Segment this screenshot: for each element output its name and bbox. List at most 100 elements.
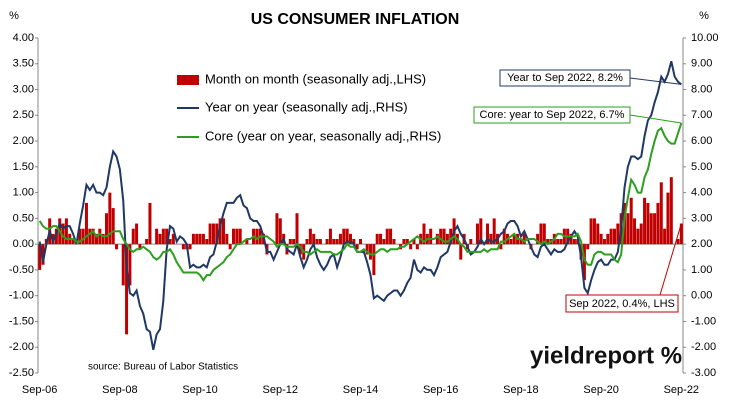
bar bbox=[165, 228, 169, 245]
bar bbox=[592, 218, 596, 245]
bar bbox=[479, 218, 483, 245]
bar bbox=[201, 233, 205, 245]
bar bbox=[245, 239, 249, 245]
y2-tick-label: -3.00 bbox=[691, 367, 716, 379]
bar bbox=[502, 228, 506, 245]
bar bbox=[312, 233, 316, 245]
bar bbox=[131, 228, 135, 245]
y-tick-label: -1.50 bbox=[9, 315, 34, 327]
bar bbox=[232, 228, 236, 245]
bar bbox=[596, 223, 600, 245]
bar bbox=[275, 213, 279, 245]
y2-tick-label: 2.00 bbox=[691, 238, 712, 250]
bar bbox=[492, 218, 496, 245]
bar bbox=[171, 233, 175, 245]
y2-tick-label: 10.00 bbox=[691, 32, 719, 44]
bar bbox=[205, 239, 209, 245]
y2-tick-label: -2.00 bbox=[691, 341, 716, 353]
bar bbox=[445, 233, 449, 245]
y2-axis-label: % bbox=[699, 10, 709, 22]
bar bbox=[669, 177, 673, 245]
bar bbox=[556, 239, 560, 245]
bar bbox=[292, 239, 296, 245]
bar bbox=[345, 228, 349, 245]
bar bbox=[372, 244, 376, 276]
bar bbox=[582, 244, 586, 281]
y2-tick-label: 5.00 bbox=[691, 161, 712, 173]
bar bbox=[211, 223, 215, 245]
bar bbox=[111, 208, 115, 245]
legend-swatch bbox=[177, 75, 199, 85]
y2-tick-label: 3.00 bbox=[691, 212, 712, 224]
bar bbox=[191, 233, 195, 245]
bar bbox=[305, 239, 309, 245]
bar bbox=[158, 233, 162, 245]
bar bbox=[546, 239, 550, 245]
bar bbox=[599, 233, 603, 245]
bar bbox=[108, 192, 112, 245]
bar bbox=[659, 182, 663, 245]
bar bbox=[435, 233, 439, 245]
y-tick-label: -0.50 bbox=[9, 264, 34, 276]
bar bbox=[278, 218, 282, 245]
y-tick-label: 0.00 bbox=[13, 238, 34, 250]
x-tick-label: Sep-12 bbox=[263, 384, 298, 396]
x-tick-label: Sep-14 bbox=[343, 384, 378, 396]
bar bbox=[41, 244, 45, 265]
bar bbox=[539, 223, 543, 245]
bar bbox=[298, 244, 302, 255]
bar bbox=[586, 244, 590, 250]
y2-tick-label: 7.00 bbox=[691, 109, 712, 121]
bar bbox=[221, 218, 225, 245]
x-tick-label: Sep-10 bbox=[182, 384, 217, 396]
y-tick-label: 2.00 bbox=[13, 135, 34, 147]
annotation-connector bbox=[659, 223, 682, 296]
bar bbox=[84, 202, 88, 245]
bar bbox=[606, 233, 610, 245]
y-tick-label: 4.00 bbox=[13, 32, 34, 44]
legend-label: Month on month (seasonally adj.,LHS) bbox=[205, 71, 426, 86]
bar bbox=[228, 244, 232, 250]
bar bbox=[676, 239, 680, 245]
bar bbox=[385, 228, 389, 245]
bar bbox=[125, 244, 129, 335]
x-tick-label: Sep-08 bbox=[102, 384, 137, 396]
legend-label: Year on year (seasonally adj.,RHS) bbox=[205, 99, 408, 114]
bar bbox=[225, 233, 229, 245]
bar bbox=[509, 239, 513, 245]
bar bbox=[633, 218, 637, 245]
bar bbox=[542, 223, 546, 245]
bar bbox=[115, 244, 119, 250]
bar bbox=[489, 233, 493, 245]
bar bbox=[365, 244, 369, 255]
bar bbox=[643, 197, 647, 245]
bar bbox=[94, 233, 98, 245]
bar bbox=[145, 239, 149, 245]
bar bbox=[235, 228, 239, 245]
y-tick-label: 0.50 bbox=[13, 212, 34, 224]
bar bbox=[415, 244, 419, 250]
bar bbox=[168, 239, 172, 245]
bar bbox=[459, 244, 463, 260]
bar bbox=[105, 213, 109, 245]
x-tick-label: Sep-16 bbox=[423, 384, 458, 396]
bar bbox=[78, 228, 82, 245]
bar bbox=[208, 223, 212, 245]
x-tick-label: Sep-20 bbox=[583, 384, 618, 396]
bar bbox=[342, 228, 346, 245]
bar bbox=[429, 228, 433, 245]
bar bbox=[412, 239, 416, 245]
annotation: Core: year to Sep 2022, 6.7% bbox=[480, 109, 625, 121]
bar bbox=[679, 223, 683, 245]
y2-tick-label: 8.00 bbox=[691, 83, 712, 95]
bar bbox=[308, 228, 312, 245]
x-tick-label: Sep-18 bbox=[503, 384, 538, 396]
legend-label: Core (year on year, seasonally adj.,RHS) bbox=[205, 128, 441, 143]
bar bbox=[338, 233, 342, 245]
bar bbox=[602, 239, 606, 245]
bar bbox=[38, 244, 42, 270]
y2-tick-label: 1.00 bbox=[691, 264, 712, 276]
bar bbox=[121, 244, 125, 286]
bar bbox=[71, 239, 75, 245]
bar bbox=[382, 239, 386, 245]
